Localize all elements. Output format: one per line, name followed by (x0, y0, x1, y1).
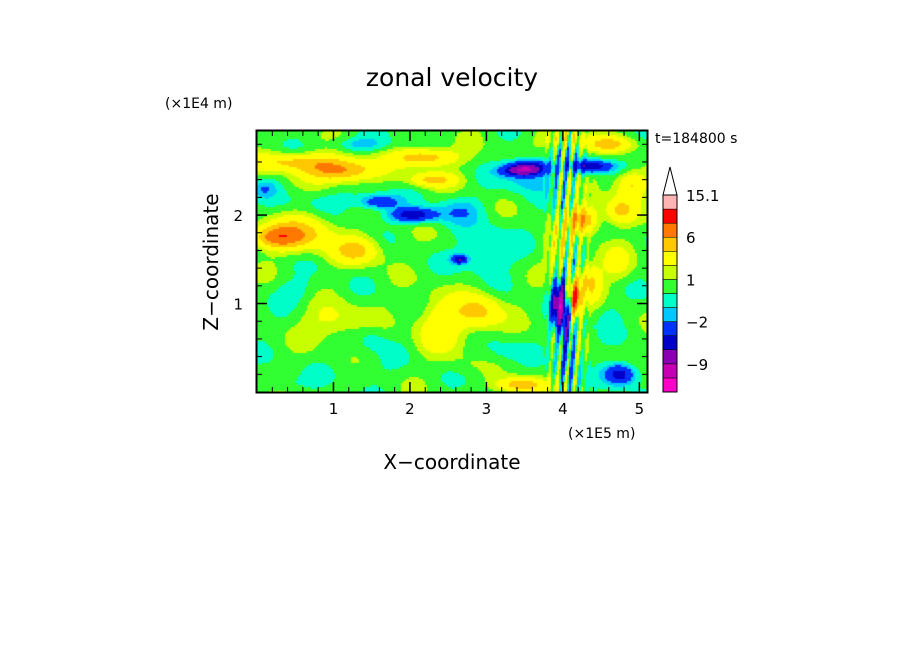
colorbar-swatch (662, 279, 678, 294)
x-tick-label: 5 (635, 400, 645, 418)
colorbar-tick-label: 6 (686, 229, 696, 247)
colorbar-swatch (662, 236, 678, 252)
x-tick-label: 4 (558, 400, 568, 418)
colorbar-frame (662, 194, 678, 393)
colorbar-swatch (662, 377, 678, 393)
y-tick-label: 1 (233, 296, 243, 314)
x-tick-label: 1 (329, 400, 339, 418)
colorbar-swatch (662, 307, 678, 322)
colorbar-swatch (662, 363, 678, 379)
y-axis: 12 (233, 143, 647, 393)
x-axis: 1 2 3 4 5 (256, 131, 645, 418)
colorbar-extend-arrow (662, 166, 678, 196)
chart-title: zonal velocity (366, 63, 538, 92)
colorbar-tick-label: −9 (686, 356, 708, 374)
x-axis-unit: (×1E5 m) (568, 426, 635, 442)
y-tick-label: 2 (233, 207, 243, 225)
colorbar-tick-label: 1 (686, 271, 696, 289)
colorbar-swatch (662, 265, 678, 280)
x-axis-label: X−coordinate (383, 450, 520, 474)
contour-field (257, 131, 647, 392)
x-tick-label: 3 (482, 400, 492, 418)
colorbar-swatch (662, 293, 678, 308)
colorbar-tick-label: 15.1 (686, 187, 719, 205)
colorbar-swatch (662, 222, 678, 238)
colorbar-swatch (662, 194, 678, 210)
colorbar: 15.1 6 1 −2 −9 (662, 166, 719, 393)
colorbar-swatch (662, 321, 678, 336)
time-label: t=184800 s (655, 131, 737, 147)
colorbar-swatch (662, 349, 678, 365)
plot-area (257, 131, 647, 392)
x-tick-label: 2 (405, 400, 415, 418)
colorbar-swatch (662, 251, 678, 266)
y-axis-label: Z−coordinate (199, 193, 223, 330)
colorbar-swatch (662, 335, 678, 351)
plot-frame (255, 129, 649, 394)
y-axis-unit: (×1E4 m) (165, 96, 232, 112)
colorbar-swatch (662, 208, 678, 224)
colorbar-tick-label: −2 (686, 314, 708, 332)
